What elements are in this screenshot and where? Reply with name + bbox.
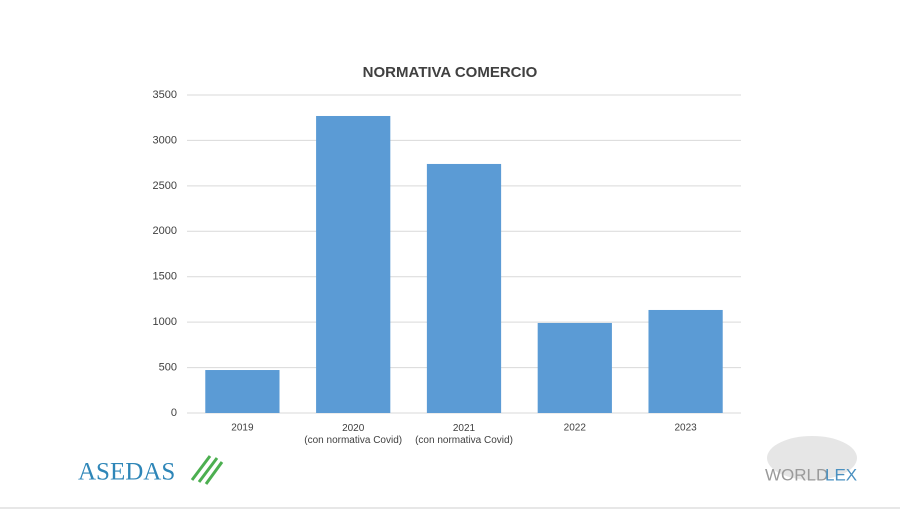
- y-tick-label: 3000: [153, 134, 177, 146]
- y-tick-label: 2000: [153, 225, 177, 237]
- x-tick-label: 2020 (con normativa Covid): [304, 423, 402, 446]
- bar: [426, 163, 502, 413]
- y-tick-label: 1500: [153, 271, 177, 283]
- logo-left: ASEDAS: [78, 459, 175, 486]
- bar: [316, 115, 391, 413]
- chart-title: NORMATIVA COMERCIO: [363, 64, 538, 81]
- y-tick-label: 1000: [153, 316, 177, 328]
- logo-right-first: WORLD: [765, 465, 828, 484]
- bar: [205, 370, 280, 413]
- y-tick-label: 2500: [153, 180, 177, 192]
- logo-left-icon: [190, 455, 224, 485]
- x-tick-label: 2023: [674, 423, 697, 434]
- y-tick-label: 500: [159, 361, 177, 373]
- x-tick-label: 2021 (con normativa Covid): [415, 423, 513, 446]
- logo-right-second: LEX: [825, 465, 857, 484]
- logo-right-globe: [767, 436, 857, 480]
- bar: [537, 322, 612, 413]
- x-tick-label: 2022: [564, 423, 587, 434]
- y-tick-label: 0: [171, 407, 177, 419]
- x-tick-label: 2019: [231, 423, 254, 434]
- y-tick-label: 3500: [153, 89, 177, 101]
- bar: [648, 309, 723, 413]
